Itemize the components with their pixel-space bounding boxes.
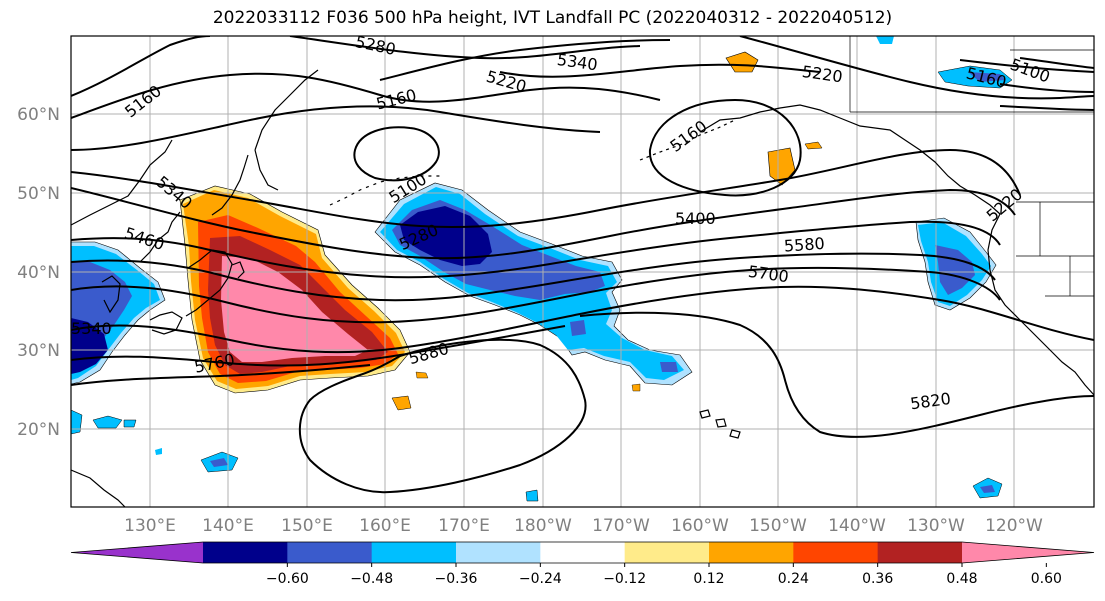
lon-label: 130°W <box>907 516 965 536</box>
colorbar-segment <box>203 542 288 563</box>
colorbar-tick-label: −0.24 <box>519 571 562 587</box>
colorbar-tick-label: −0.60 <box>266 571 309 587</box>
colorbar-segment <box>540 542 626 563</box>
colorbar-segment <box>877 542 963 563</box>
colorbar-extend-high <box>962 542 1094 563</box>
colorbar-extend-low <box>71 542 203 563</box>
lon-label: 140°W <box>828 516 886 536</box>
lon-label: 140°E <box>202 516 254 536</box>
colorbar-outline <box>70 541 1095 564</box>
colorbar-segment <box>371 542 457 563</box>
colorbar-segment <box>287 542 373 563</box>
lat-label-40n: 40°N <box>17 263 60 283</box>
lon-label: 120°W <box>985 516 1043 536</box>
lon-label: 170°W <box>592 516 650 536</box>
colorbar-tick-label: 0.48 <box>946 571 977 587</box>
colorbar-tick-label: −0.48 <box>350 571 393 587</box>
map-frame <box>70 35 1095 508</box>
lon-label: 150°E <box>281 516 333 536</box>
colorbar-segment <box>456 542 541 563</box>
lat-label-30n: 30°N <box>17 341 60 361</box>
lon-label: 170°E <box>438 516 490 536</box>
lon-label: 160°W <box>671 516 729 536</box>
colorbar-tick-label: −0.36 <box>435 571 478 587</box>
map-title: 2022033112 F036 500 hPa height, IVT Land… <box>212 8 893 28</box>
map-plot-area: 5280 5340 5220 5160 5160 5100 5160 5220 … <box>71 36 1094 507</box>
contour-label: 5580 <box>783 234 825 256</box>
lat-label-60n: 60°N <box>17 105 60 125</box>
lon-label: 160°E <box>359 516 411 536</box>
colorbar-segment <box>624 542 710 563</box>
contour-label: 5340 <box>71 319 112 338</box>
contour-label: 5400 <box>675 209 716 228</box>
lat-label-50n: 50°N <box>17 184 60 204</box>
latitude-axis: 60°N 50°N 40°N 30°N 20°N <box>17 105 60 440</box>
political-borders <box>849 36 1094 297</box>
longitude-axis: 130°E 140°E 150°E 160°E 170°E 180°W 170°… <box>124 516 1043 536</box>
small-positive-blobs <box>391 51 823 411</box>
negative-anomaly-west <box>71 241 239 473</box>
lon-label: 180°W <box>514 516 572 536</box>
colorbar: −0.60 −0.48 −0.36 −0.24 −0.12 0.12 0.24 0.36 0.4… <box>70 541 1095 587</box>
colorbar-tick-label: 0.36 <box>862 571 893 587</box>
colorbar-tick-label: −0.12 <box>603 571 646 587</box>
lat-label-20n: 20°N <box>17 420 60 440</box>
colorbar-tick-label: 0.24 <box>778 571 809 587</box>
negative-anomaly-band <box>374 182 693 386</box>
coastlines <box>71 69 1094 507</box>
colorbar-tick-label: 0.12 <box>693 571 724 587</box>
lon-label: 150°W <box>749 516 807 536</box>
lon-label: 130°E <box>124 516 176 536</box>
colorbar-segment <box>793 542 879 563</box>
height-contours <box>71 36 1094 494</box>
colorbar-segment <box>709 542 794 563</box>
colorbar-tick-label: 0.60 <box>1031 571 1062 587</box>
